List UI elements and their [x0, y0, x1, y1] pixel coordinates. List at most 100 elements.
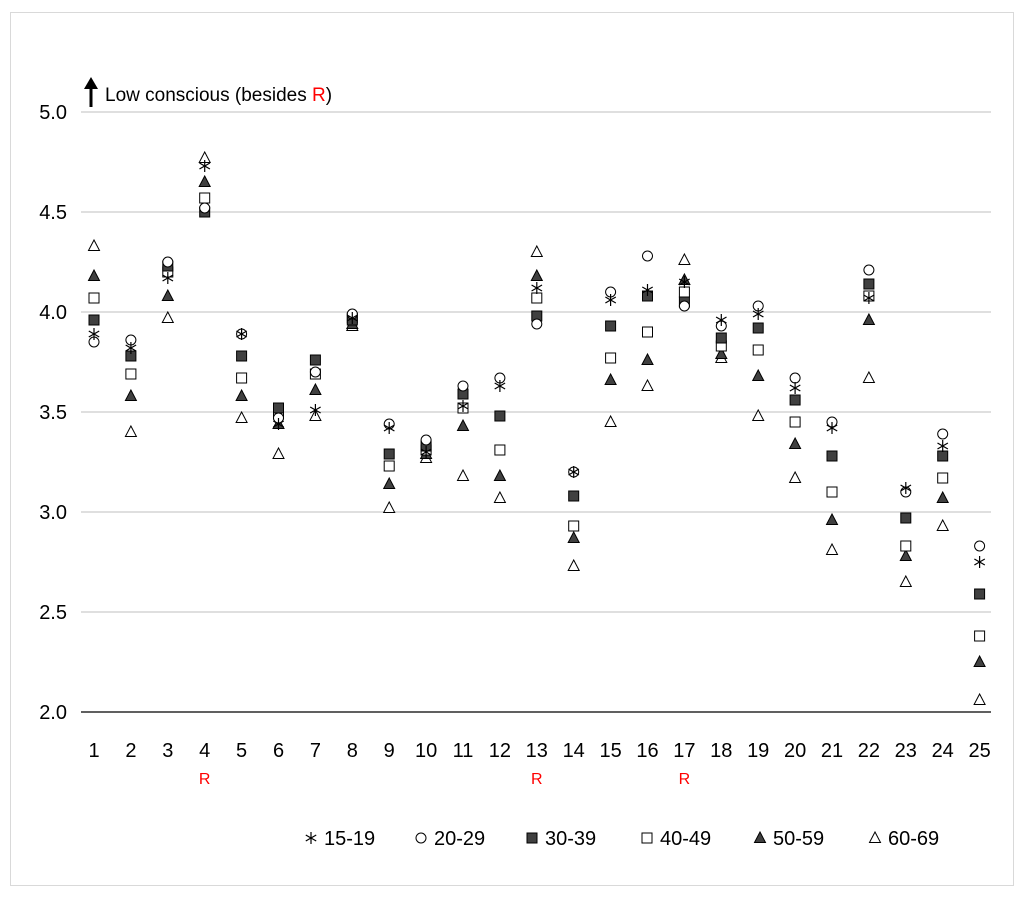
data-point-30-39 — [273, 402, 284, 414]
data-point-40-49 — [605, 352, 617, 364]
y-axis-label-prefix: Low conscious (besides — [105, 85, 312, 106]
x-tick-label: 17 — [673, 740, 695, 762]
data-point-60-69 — [899, 574, 913, 587]
data-point-60-69 — [530, 244, 544, 257]
data-point-60-69 — [456, 468, 470, 481]
data-point-40-49 — [383, 460, 395, 472]
x-tick-label: 14 — [563, 740, 585, 762]
data-point-15-19 — [605, 294, 617, 306]
x-tick-label: 15 — [599, 740, 621, 762]
legend-label: 50-59 — [773, 828, 824, 850]
data-point-60-69 — [604, 414, 617, 427]
y-axis-ticks: 2.0 2.5 3.0 3.5 4.0 4.5 5.0 — [39, 102, 67, 724]
y-tick-label: 4.0 — [39, 302, 67, 324]
x-tick-label: 3 — [162, 740, 173, 762]
data-point-40-49 — [642, 326, 653, 338]
scatter-chart: 2.02.53.03.54.04.55.0 1 2 3 4 5 6 7 8 9 10 11 12 13 1… — [39, 77, 991, 850]
data-point-50-59 — [567, 530, 581, 543]
data-point-60-69 — [751, 408, 765, 421]
y-tick-label: 3.0 — [39, 502, 67, 524]
data-point-15-19 — [826, 422, 838, 434]
data-point-40-49 — [826, 486, 838, 498]
data-point-20-29 — [420, 434, 432, 446]
data-point-15-19 — [494, 380, 506, 392]
data-point-20-29 — [531, 318, 543, 330]
y-axis-label-group: Low conscious (besides R) — [84, 77, 332, 107]
data-point-60-69 — [825, 542, 839, 555]
legend-marker-30-39 — [526, 832, 538, 844]
data-point-30-39 — [309, 354, 321, 366]
x-axis-ticks: 1 2 3 4 5 6 7 8 9 10 11 12 13 14 15 16 17 18 19 20 21 22 23 24 2… — [88, 740, 990, 762]
data-point-30-39 — [494, 410, 506, 422]
data-point-60-69 — [235, 410, 248, 423]
data-point-30-39 — [236, 350, 248, 362]
data-point-50-59 — [899, 548, 913, 561]
data-point-50-59 — [456, 418, 470, 431]
data-point-15-19 — [531, 282, 543, 294]
y-tick-label: 4.5 — [39, 202, 67, 224]
legend-marker-20-29 — [415, 832, 427, 844]
x-tick-label: 22 — [858, 740, 880, 762]
data-point-30-39 — [383, 448, 395, 460]
data-point-15-19 — [863, 292, 875, 304]
legend-label: 15-19 — [324, 828, 375, 850]
data-point-50-59 — [714, 346, 728, 359]
data-point-30-39 — [826, 450, 838, 462]
data-point-40-49 — [88, 292, 100, 304]
data-point-60-69 — [124, 424, 138, 437]
data-point-60-69 — [678, 252, 691, 265]
data-point-30-39 — [715, 332, 727, 344]
data-point-60-69 — [973, 692, 986, 705]
data-point-15-19 — [309, 404, 321, 416]
data-point-40-49 — [900, 540, 912, 552]
data-point-15-19 — [272, 418, 285, 430]
data-point-15-19 — [236, 328, 248, 340]
data-point-20-29 — [863, 264, 875, 276]
data-point-15-19 — [641, 284, 654, 296]
data-point-20-29 — [642, 250, 653, 262]
y-tick-label: 3.5 — [39, 402, 67, 424]
legend-marker-40-49 — [641, 832, 653, 844]
data-point-40-49 — [236, 372, 248, 384]
x-tick-label: 9 — [384, 740, 395, 762]
data-point-30-39 — [605, 320, 617, 332]
data-point-50-59 — [973, 654, 986, 667]
reverse-item-marker: R — [531, 771, 543, 788]
data-point-15-19 — [199, 160, 211, 172]
data-point-50-59 — [235, 388, 248, 401]
data-point-50-59 — [641, 352, 654, 365]
data-point-30-39 — [752, 322, 764, 334]
data-point-40-49 — [531, 292, 543, 304]
data-point-50-59 — [788, 436, 802, 449]
data-point-30-39 — [863, 278, 875, 290]
reverse-item-marker: R — [679, 771, 691, 788]
data-point-50-59 — [493, 468, 507, 481]
data-point-60-69 — [936, 518, 950, 531]
data-point-60-69 — [161, 310, 175, 323]
x-tick-label: 11 — [453, 740, 474, 762]
legend-label: 20-29 — [434, 828, 485, 850]
x-tick-label: 25 — [968, 740, 990, 762]
x-tick-label: 16 — [636, 740, 658, 762]
data-point-15-19 — [937, 440, 949, 452]
data-point-20-29 — [789, 372, 801, 384]
legend-marker-15-19 — [305, 832, 317, 844]
x-tick-label: 24 — [932, 740, 954, 762]
x-tick-label: 5 — [236, 740, 247, 762]
data-point-30-39 — [974, 588, 986, 600]
legend-label: 40-49 — [660, 828, 711, 850]
data-points — [87, 150, 986, 705]
data-point-40-49 — [568, 520, 580, 532]
data-point-30-39 — [568, 490, 580, 502]
x-tick-label: 7 — [310, 740, 321, 762]
data-point-60-69 — [493, 490, 507, 503]
up-arrow-head-icon — [84, 77, 98, 89]
data-point-50-59 — [198, 174, 212, 187]
x-tick-label: 19 — [747, 740, 769, 762]
data-point-15-19 — [974, 556, 986, 568]
data-point-15-19 — [162, 272, 174, 284]
data-point-40-49 — [678, 286, 690, 298]
x-tick-label: 18 — [710, 740, 732, 762]
y-axis-label-suffix: ) — [326, 85, 332, 106]
data-point-60-69 — [567, 558, 581, 571]
